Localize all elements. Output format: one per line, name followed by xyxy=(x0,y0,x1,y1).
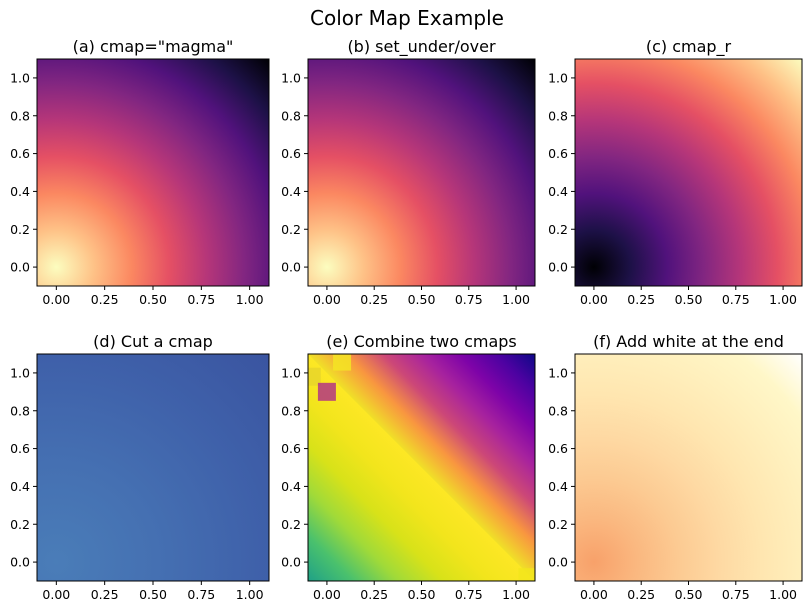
field-gradient xyxy=(575,59,802,286)
y-tick-label: 1.0 xyxy=(281,70,301,85)
lower-region xyxy=(308,354,535,581)
x-tick-label: 0.00 xyxy=(580,292,608,307)
y-tick-label: 1.0 xyxy=(281,365,301,380)
y-tick-label: 0.4 xyxy=(10,184,30,199)
subplot-c: (c) cmap_r 0.00 0.25 0.50 0.75 1.00 0.0 0.2 0.4 0… xyxy=(548,37,803,307)
subplot-title: (d) Cut a cmap xyxy=(93,332,213,351)
x-tick-label: 0.75 xyxy=(455,292,483,307)
y-tick-label: 0.0 xyxy=(10,260,30,275)
x-tick-label: 0.25 xyxy=(360,587,388,602)
x-tick-label: 0.50 xyxy=(408,292,436,307)
x-tick-label: 0.50 xyxy=(675,292,703,307)
subplot-e: (e) Combine two cmaps 0.00 0.25 0.50 0.75 1.0… xyxy=(281,332,536,602)
field-gradient xyxy=(37,59,269,286)
y-tick-label: 0.4 xyxy=(548,184,568,199)
subplot-b: (b) set_under/over 0.00 0.25 0.50 0.75 1.00 0.… xyxy=(281,37,536,307)
y-tick-label: 0.4 xyxy=(281,184,301,199)
x-tick-label: 0.25 xyxy=(91,587,119,602)
x-tick-label: 0.25 xyxy=(91,292,119,307)
y-tick-label: 0.4 xyxy=(281,479,301,494)
y-tick-label: 0.8 xyxy=(10,108,30,123)
x-tick-label: 0.00 xyxy=(42,292,70,307)
y-tick-label: 0.6 xyxy=(281,441,301,456)
x-tick-label: 0.50 xyxy=(139,292,167,307)
heatmap-image xyxy=(575,59,802,286)
y-tick-label: 0.8 xyxy=(10,403,30,418)
x-tick-label: 1.00 xyxy=(502,587,530,602)
artifact xyxy=(333,354,352,371)
y-tick-label: 0.2 xyxy=(10,222,30,237)
x-tick-label: 1.00 xyxy=(502,292,530,307)
y-tick-label: 0.8 xyxy=(281,403,301,418)
x-tick-label: 0.00 xyxy=(313,587,341,602)
field-gradient xyxy=(37,354,269,581)
subplot-title: (e) Combine two cmaps xyxy=(326,332,517,351)
field-gradient xyxy=(308,59,535,286)
x-tick-label: 0.50 xyxy=(139,587,167,602)
x-tick-label: 0.25 xyxy=(360,292,388,307)
figure-title: Color Map Example xyxy=(310,6,504,30)
x-tick-label: 0.50 xyxy=(408,587,436,602)
x-tick-label: 0.75 xyxy=(455,587,483,602)
x-tick-label: 0.00 xyxy=(313,292,341,307)
x-tick-label: 0.75 xyxy=(187,587,215,602)
artifact xyxy=(308,367,321,386)
x-tick-label: 0.75 xyxy=(187,292,215,307)
subplot-title: (f) Add white at the end xyxy=(593,332,784,351)
field-gradient xyxy=(575,354,802,581)
x-tick-label: 0.25 xyxy=(627,292,655,307)
y-tick-label: 0.0 xyxy=(10,555,30,570)
y-tick-label: 1.0 xyxy=(548,70,568,85)
artifact xyxy=(518,568,535,581)
x-tick-label: 1.00 xyxy=(769,292,797,307)
y-tick-label: 1.0 xyxy=(10,365,30,380)
y-tick-label: 0.6 xyxy=(10,146,30,161)
x-tick-label: 0.25 xyxy=(627,587,655,602)
y-tick-label: 0.4 xyxy=(10,479,30,494)
x-tick-label: 0.00 xyxy=(580,587,608,602)
heatmap-image xyxy=(37,354,269,581)
subplot-title: (c) cmap_r xyxy=(646,37,732,57)
heatmap-image xyxy=(37,59,269,286)
subplot-a: (a) cmap="magma" 0.00 0.25 0.50 0.75 1.00 0.0 0… xyxy=(10,37,270,307)
y-tick-label: 0.8 xyxy=(548,108,568,123)
x-tick-label: 1.00 xyxy=(769,587,797,602)
y-tick-label: 0.6 xyxy=(548,146,568,161)
x-tick-label: 0.00 xyxy=(42,587,70,602)
x-tick-label: 1.00 xyxy=(236,587,264,602)
y-tick-label: 1.0 xyxy=(548,365,568,380)
y-tick-label: 0.0 xyxy=(281,555,301,570)
subplot-d: (d) Cut a cmap 0.00 0.25 0.50 0.75 1.00 0.0 0.2… xyxy=(10,332,270,602)
y-tick-label: 0.0 xyxy=(548,260,568,275)
y-tick-label: 0.0 xyxy=(281,260,301,275)
y-tick-label: 0.6 xyxy=(281,146,301,161)
y-tick-label: 0.6 xyxy=(10,441,30,456)
heatmap-image xyxy=(308,59,535,286)
y-tick-label: 0.0 xyxy=(548,555,568,570)
x-tick-label: 0.75 xyxy=(722,587,750,602)
artifact xyxy=(317,382,336,401)
heatmap-image xyxy=(308,354,535,581)
y-tick-label: 0.8 xyxy=(281,108,301,123)
y-tick-label: 0.2 xyxy=(548,222,568,237)
y-tick-label: 0.8 xyxy=(548,403,568,418)
y-tick-label: 1.0 xyxy=(10,70,30,85)
x-tick-label: 0.75 xyxy=(722,292,750,307)
x-tick-label: 1.00 xyxy=(236,292,264,307)
x-tick-label: 0.50 xyxy=(675,587,703,602)
subplot-title: (a) cmap="magma" xyxy=(73,37,234,56)
y-tick-label: 0.4 xyxy=(548,479,568,494)
y-tick-label: 0.2 xyxy=(281,222,301,237)
heatmap-image xyxy=(575,354,802,581)
subplot-f: (f) Add white at the end 0.00 0.25 0.50 0.75… xyxy=(548,332,803,602)
subplots: (a) cmap="magma"0.00 0.25 0.50 0.75 1.000.00… xyxy=(10,37,803,602)
subplot-title: (b) set_under/over xyxy=(347,37,496,57)
y-tick-label: 0.2 xyxy=(10,517,30,532)
y-tick-label: 0.2 xyxy=(548,517,568,532)
y-tick-label: 0.2 xyxy=(281,517,301,532)
y-tick-label: 0.6 xyxy=(548,441,568,456)
